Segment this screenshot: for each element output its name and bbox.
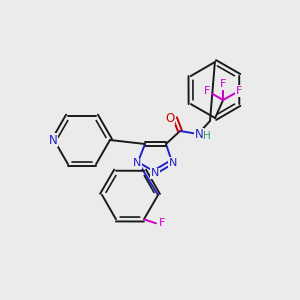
Text: F: F [220, 79, 226, 89]
Text: N: N [169, 158, 177, 168]
Text: N: N [195, 128, 203, 142]
Text: N: N [49, 134, 57, 146]
Text: F: F [236, 86, 242, 96]
Text: F: F [159, 218, 165, 228]
Text: F: F [204, 86, 210, 96]
Text: H: H [203, 131, 211, 141]
Text: O: O [165, 112, 175, 124]
Text: N: N [133, 158, 141, 169]
Text: N: N [151, 169, 159, 178]
